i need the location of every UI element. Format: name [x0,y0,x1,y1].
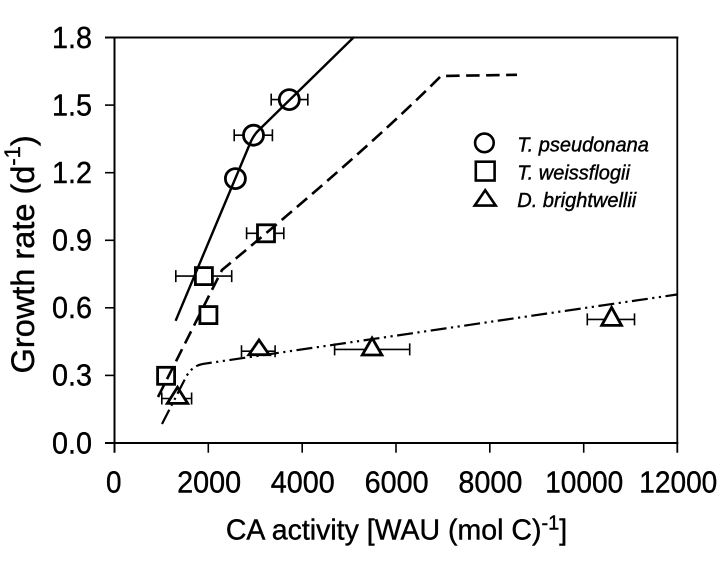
svg-text:6000: 6000 [365,465,429,500]
svg-text:1.2: 1.2 [52,155,92,190]
svg-text:0: 0 [106,465,122,500]
svg-text:0.9: 0.9 [52,223,92,258]
svg-text:12000: 12000 [639,465,717,500]
svg-text:T. weissflogii: T. weissflogii [517,163,630,185]
svg-text:1.5: 1.5 [52,87,92,122]
svg-text:CA activity [WAU (mol C)-1]: CA activity [WAU (mol C)-1] [226,513,567,547]
svg-text:0.3: 0.3 [52,358,92,393]
svg-text:0.6: 0.6 [52,290,92,325]
svg-text:10000: 10000 [545,465,623,500]
svg-text:Growth rate (d-1): Growth rate (d-1) [0,135,41,373]
svg-text:0.0: 0.0 [52,425,92,460]
svg-text:2000: 2000 [177,465,241,500]
svg-text:1.8: 1.8 [52,20,92,55]
svg-text:T. pseudonana: T. pseudonana [517,135,649,157]
svg-text:8000: 8000 [458,465,522,500]
svg-text:4000: 4000 [271,465,335,500]
svg-text:D. brightwellii: D. brightwellii [517,190,636,212]
